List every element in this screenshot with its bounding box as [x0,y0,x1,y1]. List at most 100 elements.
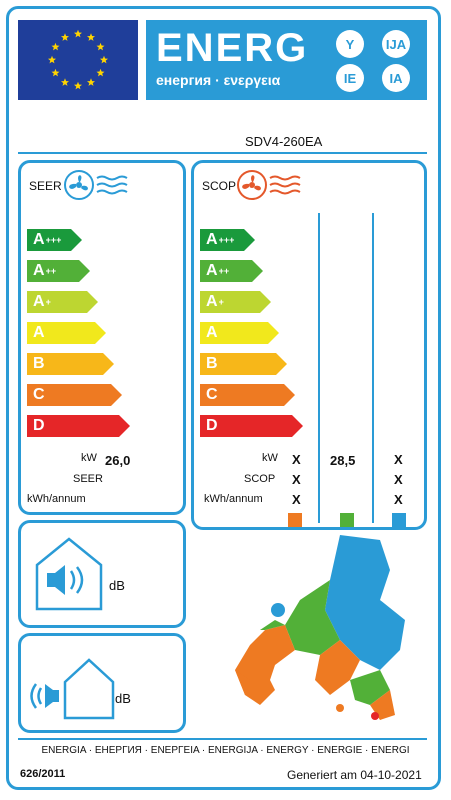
climate-swatch-warmer [288,513,302,527]
cooling-class-letter: C [33,386,45,403]
heating-class-letter: B [206,355,218,372]
heating-class-arrow [244,229,255,251]
outdoor-db-label: dB [115,691,131,706]
col1-scop-value: X [292,472,301,487]
cooling-class-letter: A [33,293,45,310]
heating-class-bar: A [200,322,268,344]
indoor-db-label: dB [109,578,125,593]
cooling-class-bar: A [27,322,95,344]
col1-kw-value: X [292,452,301,467]
eu-star-icon [87,78,95,86]
col3-kwh-value: X [394,492,403,507]
energ-word: ENERG [156,26,309,70]
cooling-class-arrow [95,322,106,344]
outdoor-speaker-house-icon [30,658,115,720]
eu-star-icon [87,33,95,41]
eu-star-icon [74,29,82,38]
cooling-class-letter: B [33,355,45,372]
heating-class-arrow [260,291,271,313]
cooling-class-bar: D [27,415,119,437]
cooling-class-arrow [87,291,98,313]
generated-date: Generiert am 04-10-2021 [287,768,422,782]
col2-kw-value: 28,5 [330,453,356,468]
lang-code-ie: IE [336,64,364,92]
cooling-kwh-label: kWh/annum [27,493,86,505]
cooling-class-letter: A [33,324,45,341]
eu-flag-icon [18,20,138,100]
cooling-kw-value: 26,0 [105,453,131,468]
cooling-class-arrow [103,353,114,375]
cooling-class-bar: A +++ [27,229,71,251]
cooling-class-arrow [111,384,122,406]
label-header: ENERG енергия · ενεργεια Y IJA IE IA [18,20,427,100]
eu-star-icon [61,33,69,41]
cooling-panel: SEER A +++ A ++ A + A B C D kW 26,0 SEER kWh/annu… [18,160,186,515]
heating-class-arrow [268,322,279,344]
label-frame [6,6,441,790]
heating-fan-icon [237,170,301,200]
heating-class-letter: A [206,262,218,279]
scop-title: SCOP [202,179,237,193]
heating-class-arrow [292,415,303,437]
lang-code-ia: IA [382,64,410,92]
col1-kwh-value: X [292,492,301,507]
eu-star-icon [48,55,56,64]
heating-class-arrow [276,353,287,375]
heating-class-plus: +++ [218,235,235,245]
footer-rule [18,738,427,740]
cooling-class-plus: ++ [45,266,57,276]
heating-class-letter: D [206,417,218,434]
europe-climate-map-icon [235,535,405,720]
climate-swatch-colder [392,513,406,527]
eu-star-icon [51,68,60,77]
lang-code-y: Y [336,30,364,58]
col3-scop-value: X [394,472,403,487]
cooling-class-bar: B [27,353,103,375]
heating-kwh-label: kWh/annum [204,493,263,505]
heating-class-arrow [284,384,295,406]
scop-label: SCOP [244,473,276,485]
cooling-kw-label: kW [81,452,97,464]
energy-title-box: ENERG енергия · ενεργεια Y IJA IE IA [146,20,427,100]
heating-class-bar: A +++ [200,229,244,251]
heating-class-bar: B [200,353,276,375]
eu-star-icon [51,42,60,51]
outdoor-noise-panel: dB [18,633,186,733]
cooling-class-bar: A ++ [27,260,79,282]
header-rule [18,152,427,154]
heating-class-bar: C [200,384,284,406]
cooling-class-letter: A [33,231,45,248]
heating-class-letter: A [206,231,218,248]
heating-class-letter: A [206,293,218,310]
cooling-class-bar: A + [27,291,87,313]
column-divider-1 [318,213,320,523]
energy-subtitle: енергия · ενεργεια [156,72,281,88]
heating-class-bar: A + [200,291,260,313]
indoor-noise-panel: dB [18,520,186,628]
cooling-fan-icon [64,170,128,200]
lang-code-ija: IJA [382,30,410,58]
heating-class-plus: + [218,297,224,307]
cooling-class-plus: +++ [45,235,62,245]
eu-star-icon [96,68,105,77]
heating-class-letter: A [206,324,218,341]
column-divider-2 [372,213,374,523]
indoor-speaker-house-icon [35,537,103,611]
heating-class-plus: ++ [218,266,230,276]
regulation-number: 626/2011 [20,768,66,780]
cooling-class-arrow [79,260,90,282]
heating-panel: SCOP A +++ A ++ A + A B C D kW SCOP kWh/annum X X… [191,160,427,530]
eu-star-icon [100,55,108,64]
cooling-class-bar: C [27,384,111,406]
heating-class-bar: D [200,415,292,437]
eu-star-icon [61,78,69,86]
cooling-class-letter: A [33,262,45,279]
seer-label: SEER [73,473,103,485]
heating-kw-label: kW [262,452,278,464]
cooling-class-arrow [71,229,82,251]
heating-class-arrow [252,260,263,282]
cooling-class-arrow [119,415,130,437]
cooling-class-plus: + [45,297,51,307]
col3-kw-value: X [394,452,403,467]
model-number: SDV4-260EA [245,134,323,149]
